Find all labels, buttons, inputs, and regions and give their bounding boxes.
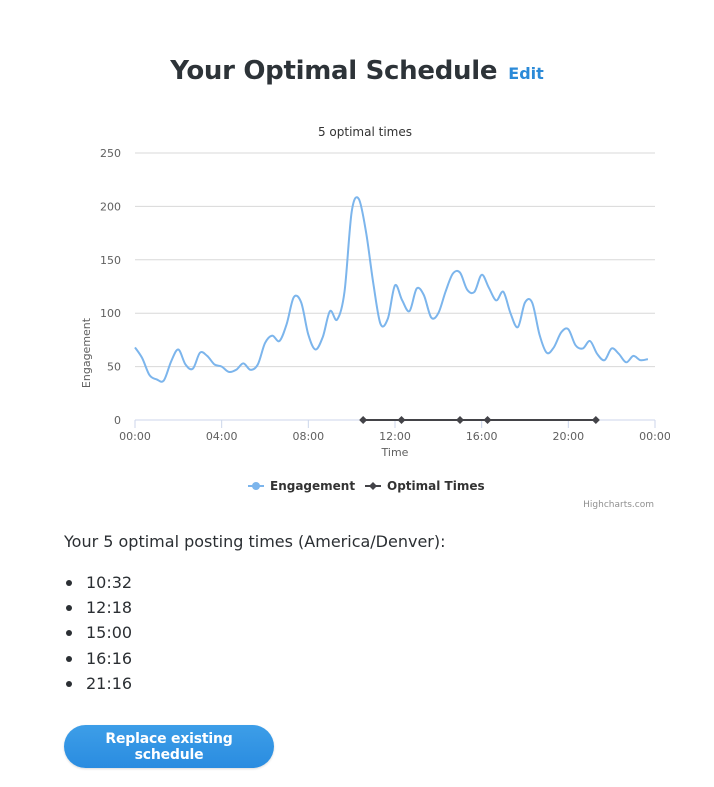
svg-text:150: 150 [100,254,121,267]
x-axis: 00:00 04:00 08:00 12:00 16:00 20:00 00:00 [119,419,670,443]
legend-item-engagement[interactable]: Engagement [248,479,355,493]
svg-text:200: 200 [100,200,121,213]
svg-text:00:00: 00:00 [639,430,670,443]
svg-text:50: 50 [107,361,121,374]
time-item: 15:00 [65,620,132,645]
optimal-time-marker[interactable] [397,416,406,424]
schedule-heading: Your 5 optimal posting times (America/De… [64,532,446,551]
legend-label-optimal-times: Optimal Times [387,479,485,493]
svg-text:04:00: 04:00 [206,430,238,443]
svg-text:08:00: 08:00 [292,430,324,443]
optimal-time-marker[interactable] [359,416,368,424]
optimal-time-marker[interactable] [456,416,464,424]
svg-text:12:00: 12:00 [379,430,411,443]
svg-text:16:00: 16:00 [466,430,498,443]
diamond-marker-icon [369,482,377,490]
page-title: Your Optimal Schedule [170,56,498,86]
optimal-time-marker[interactable] [483,416,492,424]
replace-schedule-button[interactable]: Replace existing schedule [64,725,274,768]
x-axis-title: Time [381,446,409,459]
time-item: 10:32 [65,570,132,595]
svg-text:0: 0 [114,414,121,427]
edit-link[interactable]: Edit [508,64,544,83]
time-item: 16:16 [65,646,132,671]
svg-text:00:00: 00:00 [119,430,151,443]
svg-text:20:00: 20:00 [552,430,584,443]
y-axis-title: Engagement [80,317,93,388]
time-item: 21:16 [65,671,132,696]
svg-text:100: 100 [100,307,121,320]
chart-gridlines [135,152,655,368]
optimal-time-marker[interactable] [591,416,600,424]
optimal-times-list: 10:32 12:18 15:00 16:16 21:16 [64,570,132,696]
chart-credits[interactable]: Highcharts.com [583,500,654,510]
legend-item-optimal-times[interactable]: Optimal Times [365,479,485,493]
optimal-times-series[interactable] [359,416,600,424]
time-item: 12:18 [65,595,132,620]
engagement-series-line[interactable] [134,196,649,383]
legend-label-engagement: Engagement [270,479,355,493]
svg-text:250: 250 [100,147,121,160]
engagement-marker-icon [252,482,260,490]
chart-canvas: 5 optimal times 0 50 100 150 200 250 00:00 04:… [80,125,670,510]
chart-title: 5 optimal times [318,125,412,139]
y-axis-labels: 0 50 100 150 200 250 [100,147,121,427]
chart-legend: Engagement Optimal Times [248,479,485,493]
engagement-chart: 5 optimal times 0 50 100 150 200 250 00:00 04:… [60,118,670,518]
title-row: Your Optimal Schedule Edit [0,56,714,86]
